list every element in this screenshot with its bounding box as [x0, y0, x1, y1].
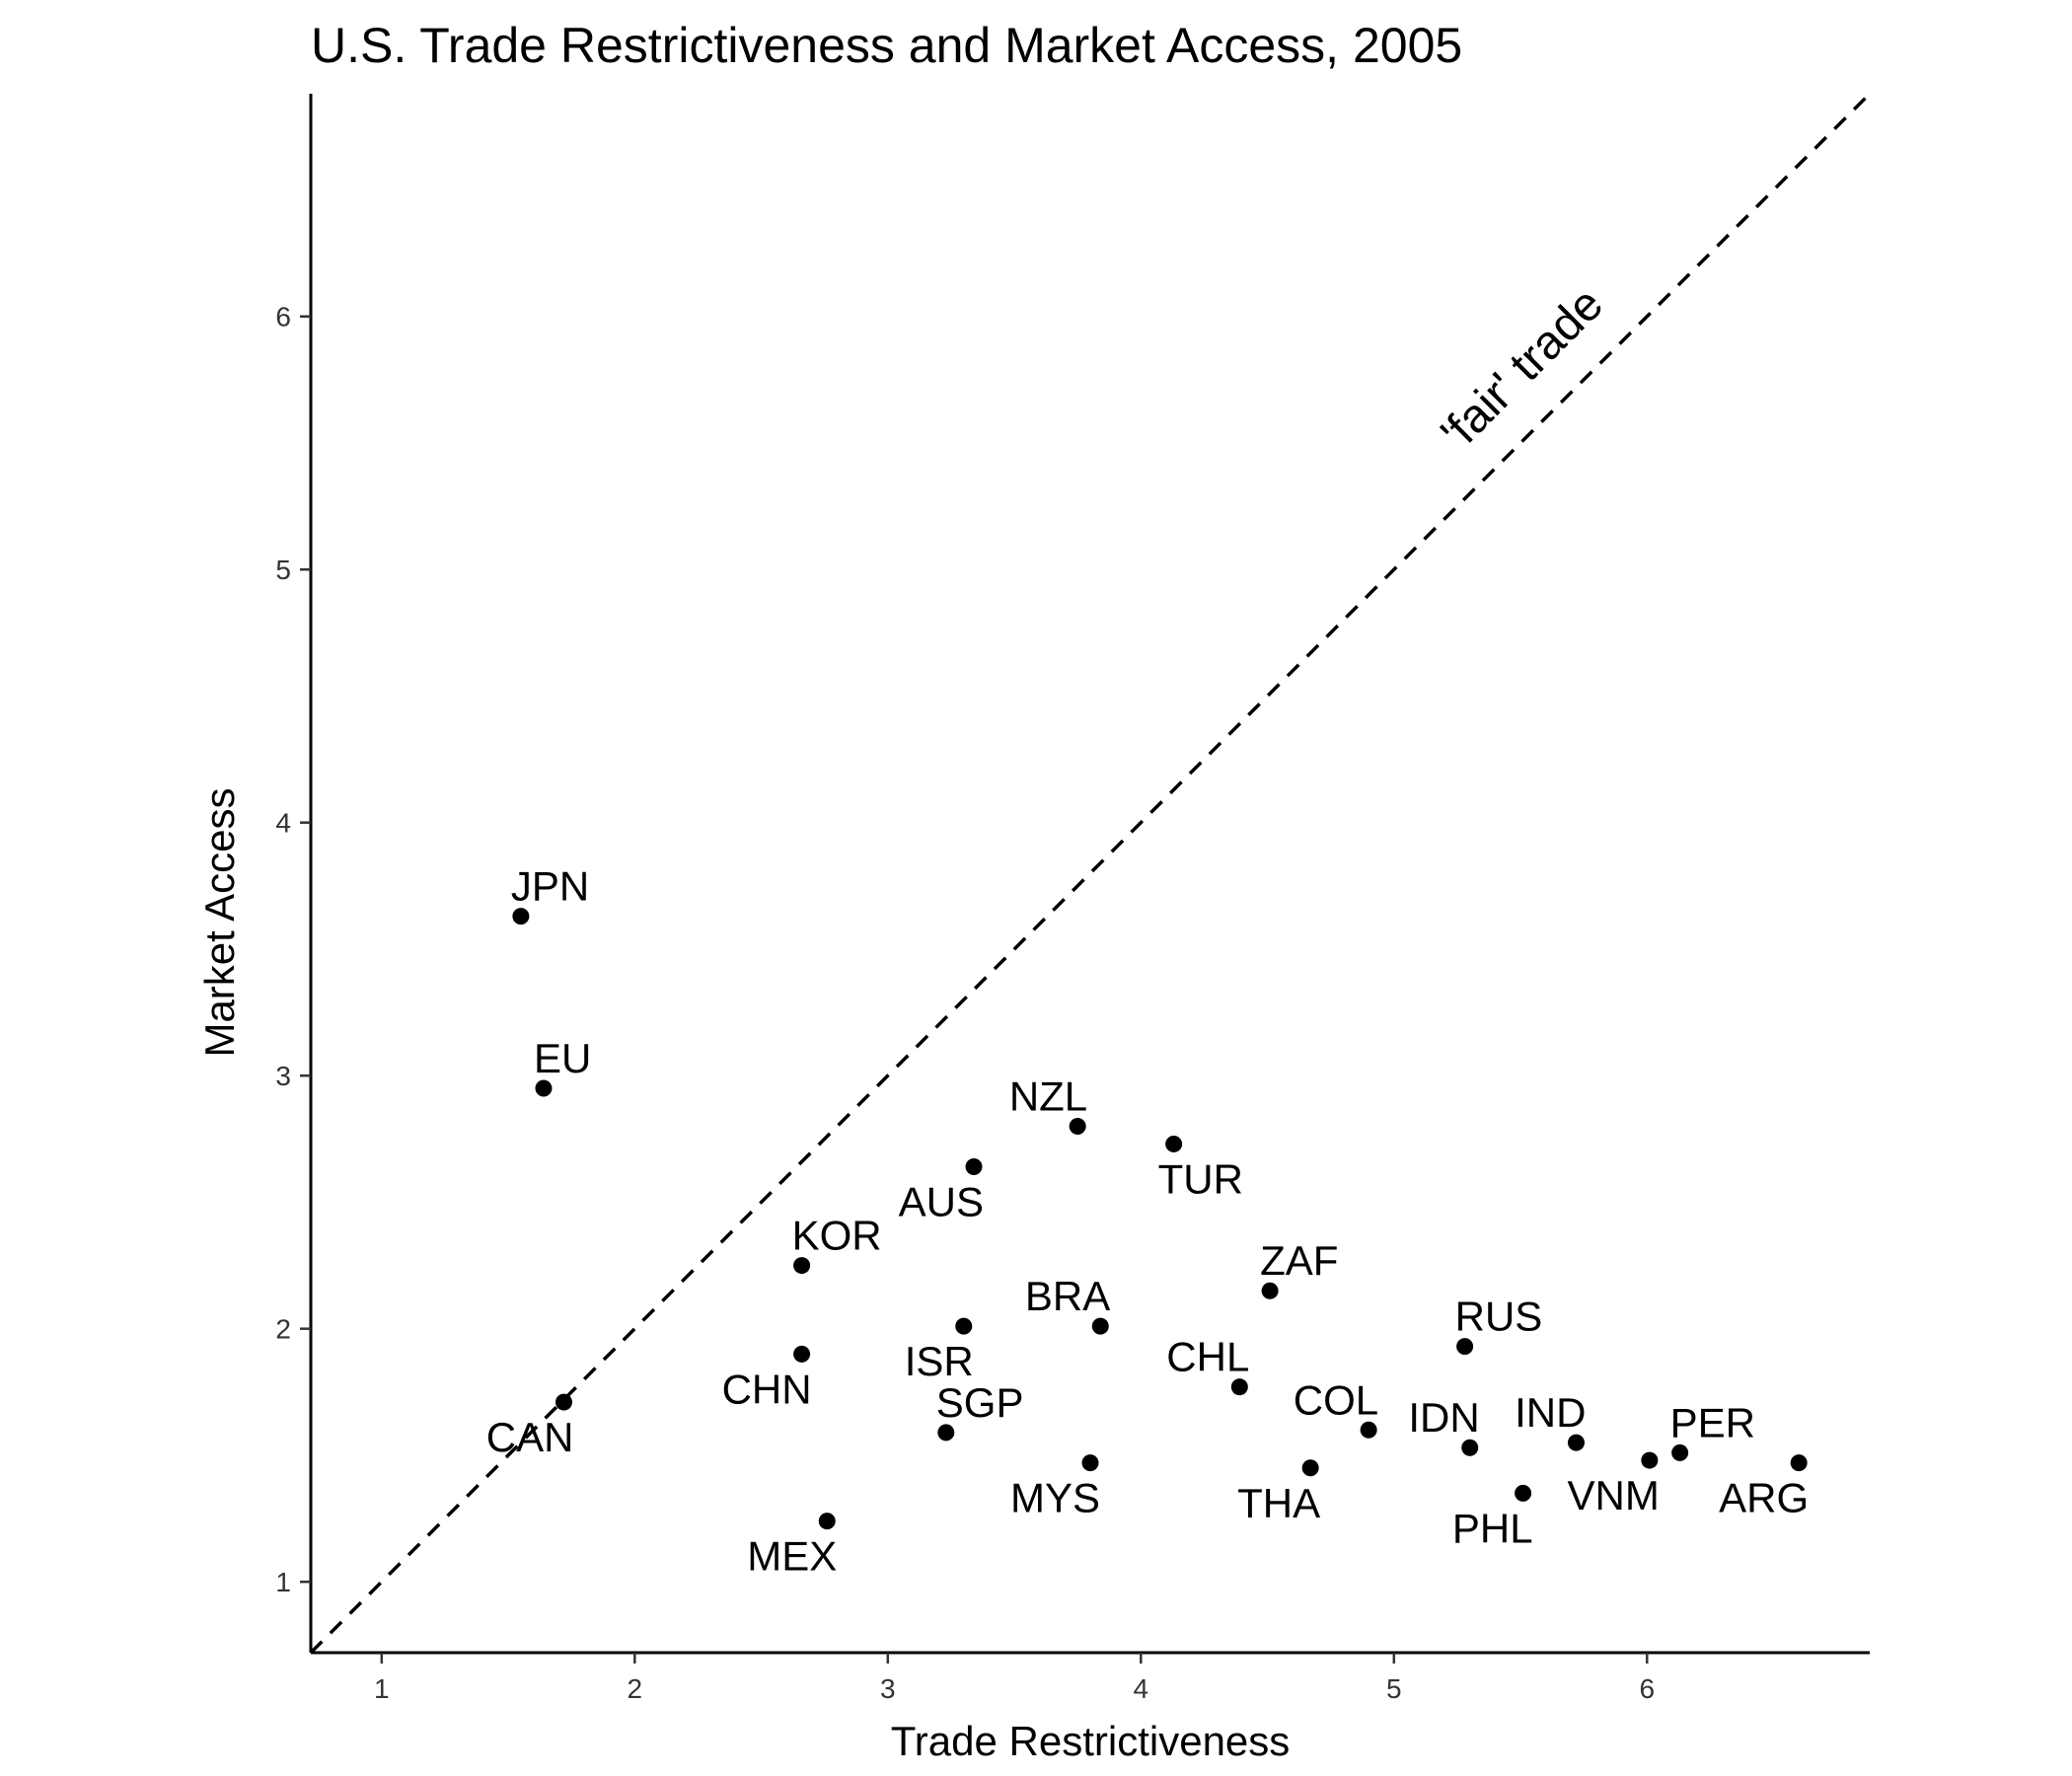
data-point-nzl: [1069, 1117, 1086, 1135]
x-tick-label: 5: [1386, 1673, 1402, 1704]
data-points: [512, 908, 1808, 1530]
chart-title: U.S. Trade Restrictiveness and Market Ac…: [311, 18, 1462, 73]
point-label-tha: THA: [1237, 1480, 1320, 1526]
data-point-can: [555, 1393, 572, 1411]
point-label-mys: MYS: [1010, 1475, 1100, 1521]
data-point-tur: [1165, 1135, 1183, 1152]
data-point-arg: [1790, 1454, 1808, 1472]
x-axis-title: Trade Restrictiveness: [891, 1718, 1291, 1764]
point-label-ind: IND: [1515, 1389, 1586, 1436]
data-point-isr: [955, 1317, 973, 1335]
data-point-mex: [818, 1513, 836, 1530]
data-point-rus: [1456, 1338, 1474, 1356]
x-axis-ticks: 1 2 3 4 5 6: [374, 1653, 1655, 1704]
data-point-bra: [1091, 1317, 1109, 1335]
point-label-kor: KOR: [792, 1213, 882, 1259]
data-point-zaf: [1261, 1282, 1279, 1299]
point-label-aus: AUS: [899, 1179, 984, 1225]
point-label-jpn: JPN: [511, 863, 589, 910]
point-label-sgp: SGP: [936, 1379, 1024, 1426]
point-label-bra: BRA: [1025, 1273, 1110, 1319]
data-point-aus: [965, 1158, 983, 1176]
fair-trade-line: [309, 92, 1872, 1655]
x-tick-label: 6: [1639, 1673, 1655, 1704]
data-point-per: [1671, 1443, 1689, 1461]
point-label-tur: TUR: [1158, 1155, 1243, 1202]
y-tick-label: 4: [275, 808, 291, 839]
y-tick-label: 3: [275, 1061, 291, 1091]
point-label-vnm: VNM: [1568, 1472, 1660, 1518]
data-point-vnm: [1641, 1451, 1659, 1469]
data-point-chl: [1230, 1378, 1248, 1396]
point-label-can: CAN: [486, 1414, 574, 1460]
data-point-jpn: [512, 908, 530, 925]
data-point-mys: [1081, 1454, 1099, 1472]
point-label-per: PER: [1670, 1399, 1755, 1445]
data-point-kor: [793, 1257, 811, 1275]
data-point-phl: [1515, 1484, 1532, 1502]
point-label-chl: CHL: [1166, 1334, 1249, 1380]
data-point-tha: [1301, 1459, 1319, 1477]
point-label-arg: ARG: [1719, 1475, 1809, 1521]
point-label-col: COL: [1294, 1376, 1378, 1423]
data-point-ind: [1567, 1434, 1585, 1451]
point-label-nzl: NZL: [1009, 1073, 1087, 1119]
x-tick-label: 3: [880, 1673, 896, 1704]
point-label-zaf: ZAF: [1260, 1237, 1338, 1284]
y-tick-label: 2: [275, 1314, 291, 1345]
data-point-chn: [793, 1345, 811, 1363]
point-label-rus: RUS: [1455, 1294, 1543, 1340]
x-tick-label: 2: [628, 1673, 643, 1704]
x-tick-label: 4: [1134, 1673, 1149, 1704]
data-point-sgp: [937, 1424, 955, 1442]
y-tick-label: 6: [275, 302, 291, 333]
fair-trade-label: 'fair' trade: [1432, 278, 1613, 460]
point-label-isr: ISR: [905, 1338, 974, 1384]
data-point-idn: [1461, 1439, 1479, 1456]
data-point-eu: [535, 1079, 553, 1097]
y-axis-title: Market Access: [196, 787, 243, 1057]
point-label-mex: MEX: [747, 1533, 837, 1580]
point-label-chn: CHN: [722, 1366, 812, 1412]
point-label-idn: IDN: [1408, 1394, 1479, 1441]
point-label-phl: PHL: [1452, 1505, 1533, 1551]
y-tick-label: 5: [275, 555, 291, 585]
y-tick-label: 1: [275, 1567, 291, 1597]
x-tick-label: 1: [374, 1673, 390, 1704]
point-label-eu: EU: [534, 1035, 591, 1081]
y-axis-ticks: 1 2 3 4 5 6: [275, 302, 311, 1597]
data-point-col: [1360, 1421, 1377, 1439]
